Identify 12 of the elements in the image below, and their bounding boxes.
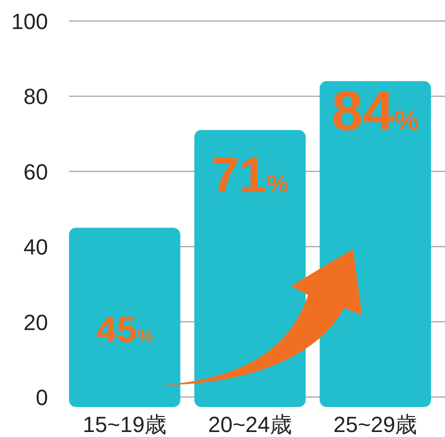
y-tick-label: 60 — [24, 159, 48, 184]
y-tick-label: 20 — [24, 310, 48, 335]
x-tick-label: 25~29歳 — [333, 412, 418, 437]
y-tick-label: 100 — [11, 9, 48, 34]
y-tick-label: 40 — [24, 234, 48, 260]
data-label: 71% — [211, 148, 289, 203]
data-label: 45% — [96, 309, 154, 350]
data-label: 84% — [332, 78, 420, 142]
x-tick-label: 15~19歳 — [82, 412, 167, 437]
y-tick-label: 0 — [36, 385, 48, 410]
y-tick-label: 80 — [24, 84, 48, 110]
x-tick-label: 20~24歳 — [208, 412, 292, 437]
